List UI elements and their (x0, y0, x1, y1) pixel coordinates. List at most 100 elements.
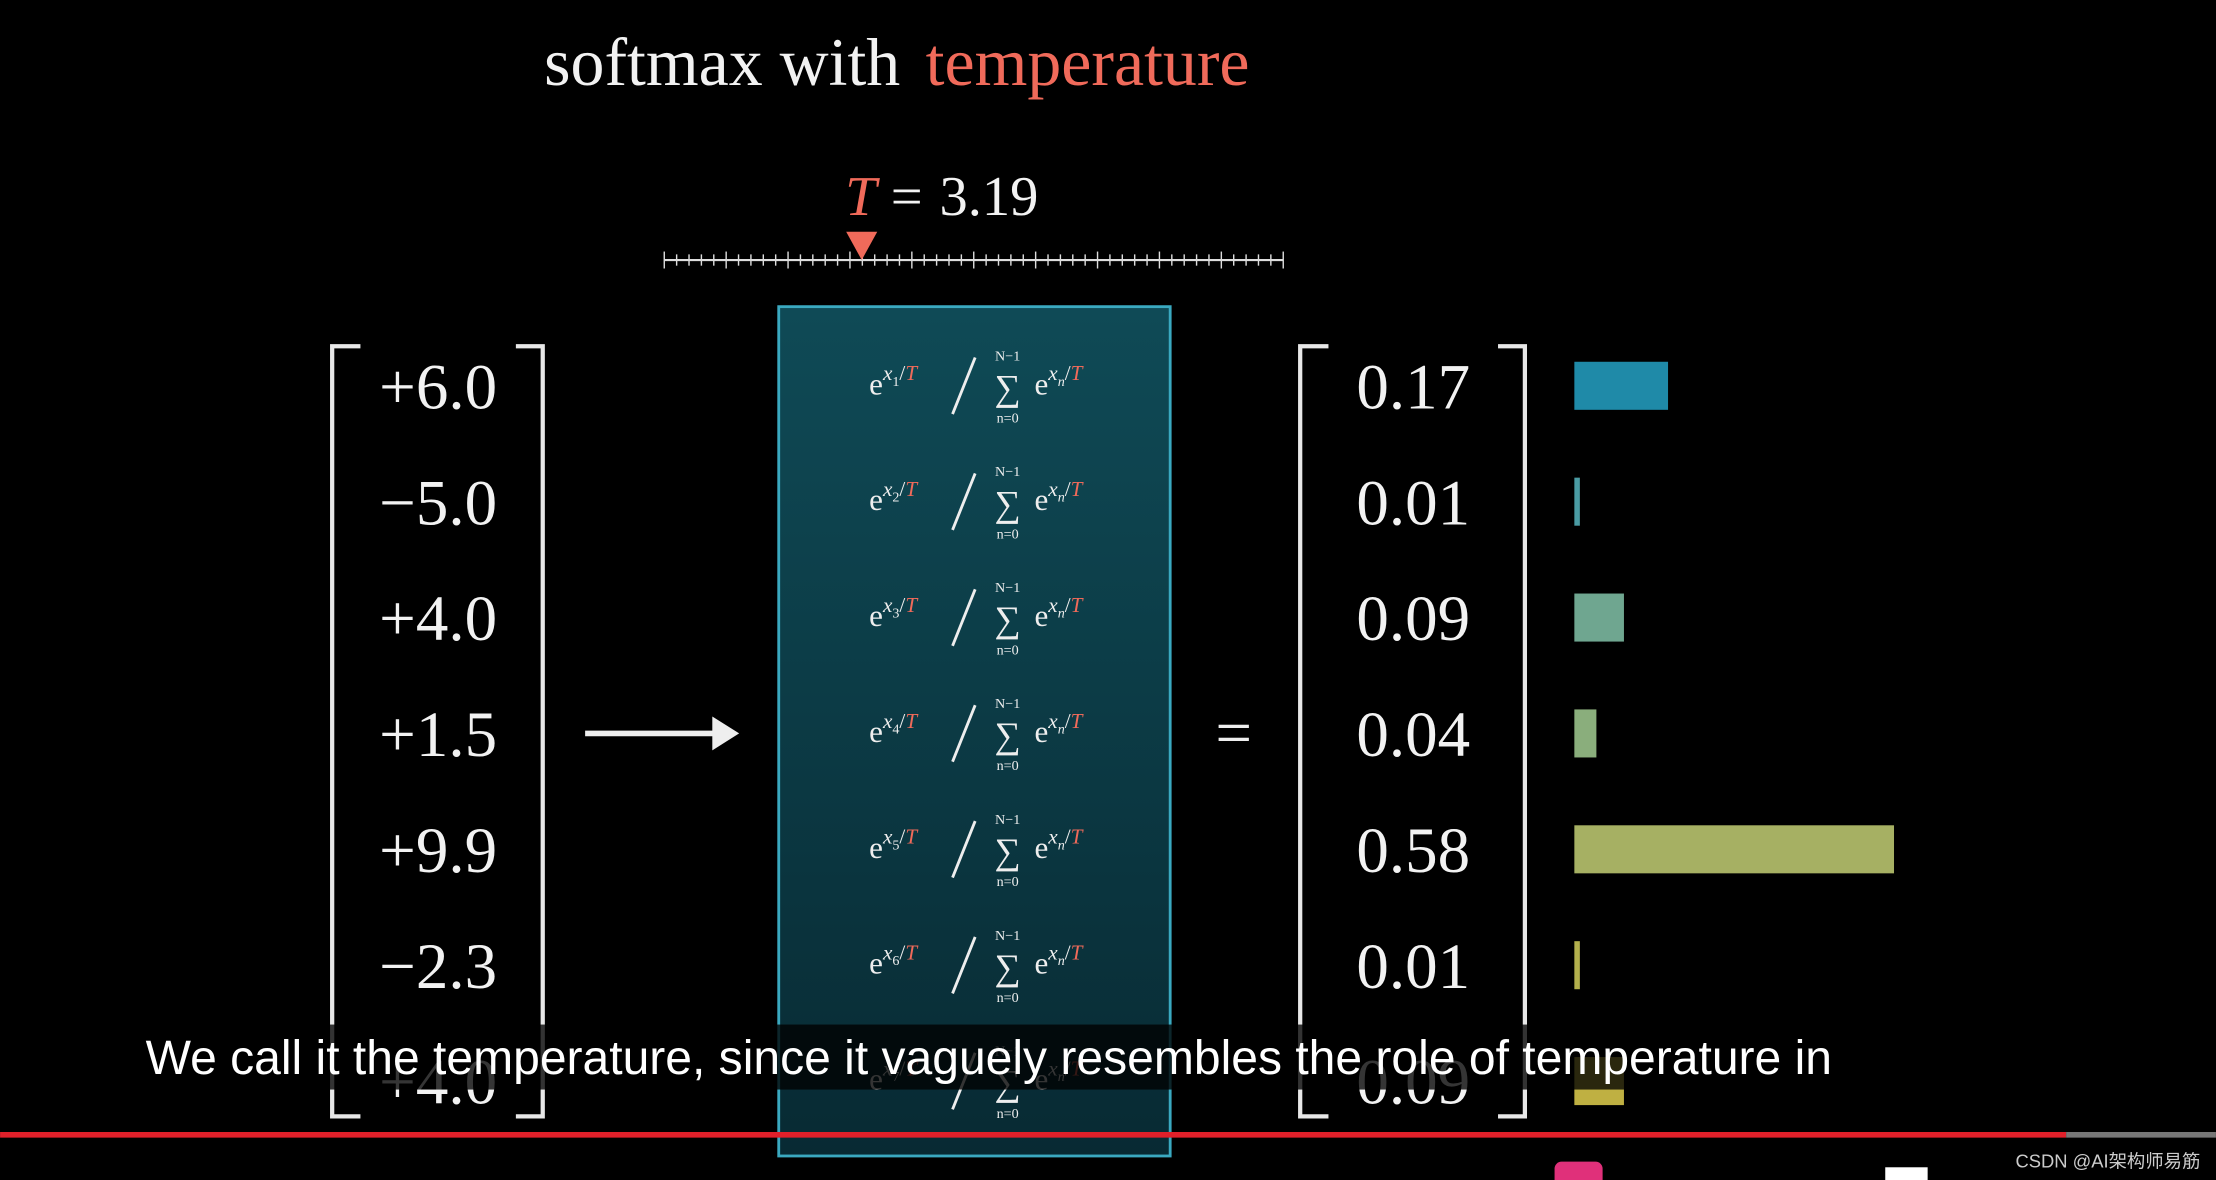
formula-lower: n=0 (997, 1106, 1019, 1122)
danmaku-button[interactable] (1554, 1161, 1603, 1180)
formula-slash: / (899, 941, 905, 965)
formula-denominator: exn/T (1035, 825, 1085, 865)
formula-divider (951, 820, 977, 879)
output-value: 0.01 (1356, 467, 1470, 539)
formula-slash: / (1065, 709, 1071, 733)
formula-base: e (1035, 830, 1049, 865)
slider-equals: = (891, 166, 923, 228)
formula-sum: ∑ (995, 367, 1021, 408)
formula-numerator: ex1/T (869, 361, 919, 401)
input-value: −2.3 (379, 931, 497, 1003)
formula-denominator: exn/T (1035, 361, 1085, 401)
formula-slash: / (899, 361, 905, 385)
input-value: +6.0 (379, 351, 497, 423)
output-value: 0.58 (1356, 815, 1470, 887)
formula-var: x (1047, 477, 1058, 501)
formula-temp: T (905, 709, 919, 733)
formula-base: e (869, 714, 883, 749)
formula-temp: T (1071, 477, 1085, 501)
arrow-head (712, 716, 740, 751)
formula-base: e (869, 946, 883, 981)
formula-base: e (869, 482, 883, 517)
slider-readout: T = 3.19 (845, 166, 1038, 228)
formula-slash: / (899, 709, 905, 733)
formula-sum: ∑ (995, 830, 1021, 871)
slider-label: T (845, 166, 880, 228)
subtitle-background (130, 1024, 2092, 1090)
output-value: 0.01 (1356, 931, 1470, 1003)
formula-numerator: ex6/T (869, 941, 919, 981)
formula-slash: / (899, 477, 905, 501)
formula-upper: N−1 (995, 696, 1020, 712)
formula-temp: T (905, 477, 919, 501)
slider-marker (846, 231, 878, 261)
formula-subscript: 3 (892, 606, 899, 622)
formula-lower: n=0 (997, 874, 1019, 890)
probability-bar (1574, 941, 1580, 990)
formula-temp: T (905, 361, 919, 385)
slider-value: 3.19 (940, 166, 1039, 228)
probability-bar (1574, 709, 1597, 758)
formula-denominator: exn/T (1035, 709, 1085, 749)
formula-subscript: 1 (892, 374, 899, 390)
formula-temp: T (1071, 941, 1085, 965)
formula-lower: n=0 (997, 411, 1019, 427)
formula-sum: ∑ (995, 483, 1021, 524)
formula-base: e (869, 366, 883, 401)
formula-var: x (1047, 709, 1058, 733)
formula-index: n (1058, 606, 1065, 622)
formula-index: n (1058, 837, 1065, 853)
probability-bar (1574, 361, 1669, 410)
formula-sum: ∑ (995, 715, 1021, 756)
subtitle: We call it the temperature, since it vag… (146, 1032, 1832, 1085)
formula-numerator: ex2/T (869, 477, 919, 517)
formula-lower: n=0 (997, 526, 1019, 542)
formula-var: x (1047, 593, 1058, 617)
formula-lower: n=0 (997, 758, 1019, 774)
formula-temp: T (1071, 709, 1085, 733)
formula-temp: T (1071, 825, 1085, 849)
formula-upper: N−1 (995, 348, 1020, 364)
formula-temp: T (905, 825, 919, 849)
equals-sign: = (1215, 698, 1252, 770)
formula-base: e (1035, 598, 1049, 633)
formula-var: x (1047, 361, 1058, 385)
formula-slash: / (1065, 477, 1071, 501)
output-value: 0.17 (1356, 351, 1470, 423)
formula-var: x (1047, 941, 1058, 965)
formula-numerator: ex5/T (869, 825, 919, 865)
formula-numerator: ex4/T (869, 709, 919, 749)
input-value: +4.0 (379, 583, 497, 655)
formula-slash: / (899, 593, 905, 617)
title-plain: softmax with (544, 25, 900, 100)
formula-index: n (1058, 490, 1065, 506)
formula-subscript: 4 (892, 721, 899, 737)
formula-lower: n=0 (997, 990, 1019, 1006)
formula-upper: N−1 (995, 928, 1020, 944)
formula-base: e (1035, 366, 1049, 401)
formula-denominator: exn/T (1035, 477, 1085, 517)
input-value: +9.9 (379, 815, 497, 887)
formula-subscript: 5 (892, 837, 899, 853)
output-value: 0.04 (1356, 699, 1470, 771)
formula-index: n (1058, 953, 1065, 969)
formula-lower: n=0 (997, 642, 1019, 658)
input-value: +1.5 (379, 699, 497, 771)
watermark: CSDN @AI架构师易筋 (2015, 1150, 2200, 1171)
formula-index: n (1058, 374, 1065, 390)
formula-temp: T (905, 593, 919, 617)
formula-base: e (869, 598, 883, 633)
formula-box (777, 305, 1172, 1158)
control-icon[interactable] (1885, 1167, 1928, 1180)
formula-temp: T (905, 941, 919, 965)
formula-base: e (869, 830, 883, 865)
formula-divider (951, 472, 977, 531)
formula-numerator: ex3/T (869, 593, 919, 633)
formula-base: e (1035, 482, 1049, 517)
title-highlight: temperature (926, 25, 1250, 100)
formula-upper: N−1 (995, 464, 1020, 480)
formula-slash: / (899, 825, 905, 849)
formula-sum: ∑ (995, 599, 1021, 640)
